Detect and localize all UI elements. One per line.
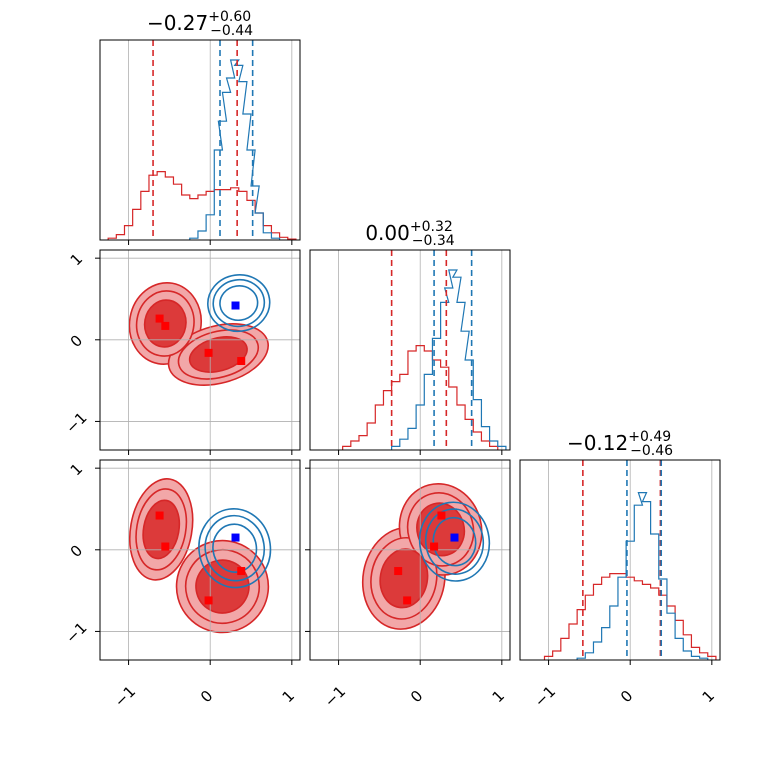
axes-frame-2-0 bbox=[99, 459, 301, 661]
red-marker-2-0 bbox=[155, 511, 164, 520]
red-marker-2-1 bbox=[430, 542, 439, 551]
y-tick-label-2: −1 bbox=[62, 619, 90, 647]
y-tick-label-2: 1 bbox=[67, 460, 86, 479]
x-tick-label-1: 1 bbox=[489, 687, 508, 706]
red-marker-1-0 bbox=[161, 321, 170, 330]
axes-frame-1-0 bbox=[99, 249, 301, 451]
marginal-histogram-2 bbox=[543, 573, 717, 660]
red-contour-2-0-2 bbox=[142, 499, 181, 560]
red-contour-2-1-2 bbox=[416, 502, 466, 557]
y-tick-label-1: 0 bbox=[67, 332, 86, 351]
red-marker-2-1 bbox=[403, 596, 412, 605]
blue-marker-2-1 bbox=[450, 533, 459, 542]
data-line-layer bbox=[107, 40, 717, 660]
red-marker-1-0 bbox=[204, 348, 213, 357]
red-marker-2-1 bbox=[394, 567, 403, 576]
x-tick-label-2: 1 bbox=[699, 687, 718, 706]
x-tick-label-2: −1 bbox=[531, 682, 559, 710]
red-contour-1-0-2 bbox=[188, 336, 248, 373]
red-marker-1-0 bbox=[237, 357, 246, 366]
grid-layer bbox=[100, 40, 713, 660]
blue-contour-2-0-0 bbox=[198, 508, 272, 589]
axes-frame-2-2 bbox=[519, 459, 721, 661]
title-param-3: −0.12+0.49 −0.46 bbox=[567, 429, 673, 459]
x-tick-label-0: 1 bbox=[279, 687, 298, 706]
red-marker-1-0 bbox=[155, 314, 164, 323]
x-tick-label-0: 0 bbox=[197, 687, 216, 706]
x-tick-label-1: 0 bbox=[407, 687, 426, 706]
marginal-histogram-0 bbox=[107, 171, 297, 240]
blue-contour-1-0-2 bbox=[219, 285, 259, 322]
title-param-2: 0.00+0.32 −0.34 bbox=[365, 219, 454, 249]
axes-frame-2-1 bbox=[309, 459, 511, 661]
y-tick-label-1: 1 bbox=[67, 250, 86, 269]
blue-contour-1-0-0 bbox=[207, 274, 271, 333]
contour-fill-layer bbox=[128, 281, 483, 634]
x-tick-label-0: −1 bbox=[111, 682, 139, 710]
blue-contour-1-0-1 bbox=[212, 278, 266, 328]
marginal-histogram-0 bbox=[189, 59, 281, 240]
y-tick-label-2: 0 bbox=[67, 542, 86, 561]
blue-contour-2-1-1 bbox=[424, 508, 485, 575]
blue-marker-2-0 bbox=[231, 533, 240, 542]
axes-frame-1-1 bbox=[309, 249, 511, 451]
marginal-histogram-1 bbox=[342, 345, 499, 450]
blue-contour-2-1-0 bbox=[418, 501, 491, 582]
blue-contour-2-0-1 bbox=[204, 514, 266, 582]
x-tick-label-2: 0 bbox=[617, 687, 636, 706]
axes-frame-0-0 bbox=[99, 39, 301, 241]
x-tick-label-1: −1 bbox=[321, 682, 349, 710]
y-tick-label-1: −1 bbox=[62, 409, 90, 437]
marginal-histogram-2 bbox=[576, 492, 709, 660]
red-marker-2-1 bbox=[437, 511, 446, 520]
red-marker-2-0 bbox=[204, 596, 213, 605]
marginal-histogram-1 bbox=[391, 269, 507, 450]
title-param-1: −0.27+0.60 −0.44 bbox=[147, 9, 253, 39]
axes-frame-layer bbox=[95, 39, 721, 665]
red-marker-2-0 bbox=[161, 542, 170, 551]
red-marker-2-0 bbox=[237, 567, 246, 576]
blue-marker-1-0 bbox=[231, 301, 240, 310]
